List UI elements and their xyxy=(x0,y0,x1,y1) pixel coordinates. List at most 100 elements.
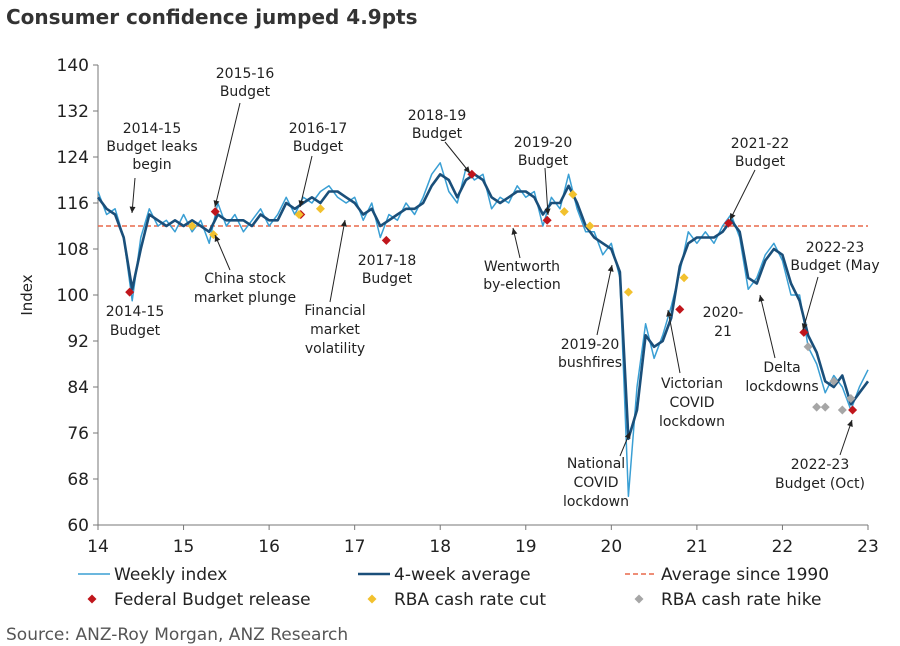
arrow-head xyxy=(801,323,808,330)
arrow-head xyxy=(340,220,347,227)
event-marker xyxy=(559,207,569,217)
event-marker xyxy=(812,402,822,412)
y-tick-label: 60 xyxy=(67,516,89,536)
annotation: Budget xyxy=(518,153,569,169)
x-tick-label: 14 xyxy=(87,537,109,557)
annotation: 2015-16 xyxy=(216,66,275,82)
annotation-arrow xyxy=(544,167,549,216)
event-marker xyxy=(848,405,858,415)
legend-swatch xyxy=(367,594,377,604)
annotation-arrow xyxy=(759,294,776,359)
annotation: COVID xyxy=(573,475,618,491)
annotation: 2019-20 xyxy=(561,337,620,353)
annotation: volatility xyxy=(305,341,365,357)
y-tick-label: 76 xyxy=(67,424,89,444)
annotation: Budget xyxy=(735,154,786,170)
annotation: market plunge xyxy=(194,290,296,306)
annotation: Wentworth xyxy=(484,259,560,275)
arrow-head xyxy=(666,310,673,317)
y-tick-label: 124 xyxy=(57,148,89,168)
y-tick-label: 116 xyxy=(57,194,89,214)
arrow-head xyxy=(463,166,470,173)
annotation-arrow xyxy=(667,309,681,374)
legend-label: 4-week average xyxy=(394,565,531,585)
arrow-head xyxy=(847,420,853,427)
annotation: COVID xyxy=(669,395,714,411)
y-tick-label: 68 xyxy=(67,470,89,490)
annotation: 2014-15 xyxy=(106,304,165,320)
annotation: Budget (May xyxy=(790,258,879,274)
legend-swatch xyxy=(87,594,97,604)
annotation: lockdowns xyxy=(745,379,818,395)
x-tick-label: 16 xyxy=(258,537,280,557)
legend-label: RBA cash rate cut xyxy=(394,590,546,610)
arrow-head xyxy=(607,265,614,272)
y-axis-label: Index xyxy=(18,274,36,315)
event-marker xyxy=(837,405,847,415)
x-tick-label: 18 xyxy=(429,537,451,557)
event-marker xyxy=(315,204,325,214)
annotation: 2022-23 xyxy=(791,457,850,473)
event-marker xyxy=(846,394,856,403)
event-marker xyxy=(210,207,220,217)
series-line xyxy=(96,173,870,441)
annotation: Budget xyxy=(362,271,413,287)
annotation-arrow xyxy=(299,155,313,208)
arrow-head xyxy=(298,200,305,207)
annotation-arrow xyxy=(214,234,231,271)
arrow-head xyxy=(214,235,221,242)
event-marker xyxy=(568,189,578,199)
event-marker xyxy=(542,215,552,225)
legend-swatch xyxy=(634,594,644,604)
arrow-head xyxy=(129,206,136,213)
x-tick-label: 20 xyxy=(601,537,623,557)
annotation: National xyxy=(567,456,625,472)
event-marker xyxy=(125,287,135,297)
x-tick-label: 15 xyxy=(173,537,195,557)
annotation: 2014-15 xyxy=(123,121,182,137)
arrow-head xyxy=(730,213,736,220)
annotation: 2017-18 xyxy=(358,253,417,269)
annotation: begin xyxy=(132,157,171,173)
y-tick-label: 100 xyxy=(57,286,89,306)
y-tick-label: 108 xyxy=(57,240,89,260)
event-marker xyxy=(585,221,595,231)
annotation: lockdown xyxy=(563,494,629,510)
annotation: 2018-19 xyxy=(408,108,467,124)
annotation: Budget leaks xyxy=(106,139,197,155)
annotation: Budget (Oct) xyxy=(775,476,865,492)
arrow-head xyxy=(624,432,631,439)
annotation-arrow xyxy=(802,276,819,331)
source: Source: ANZ-Roy Morgan, ANZ Research xyxy=(6,625,348,645)
event-marker xyxy=(724,218,734,228)
annotation: Budget xyxy=(293,139,344,155)
annotation: Delta xyxy=(763,360,800,376)
legend-label: Weekly index xyxy=(114,565,227,585)
annotation-arrow xyxy=(444,141,471,174)
event-marker xyxy=(675,304,685,314)
annotation: market xyxy=(310,322,360,338)
event-marker xyxy=(799,327,809,337)
annotation: China stock xyxy=(204,271,286,287)
annotation: Budget xyxy=(110,323,161,339)
x-tick-label: 19 xyxy=(515,537,537,557)
annotation: by-election xyxy=(483,277,561,293)
annotation: 2019-20 xyxy=(514,135,573,151)
y-tick-label: 84 xyxy=(67,378,89,398)
legend-label: Federal Budget release xyxy=(114,590,311,610)
event-marker xyxy=(820,402,830,412)
annotation: Budget xyxy=(220,84,271,100)
arrow-head xyxy=(511,228,518,235)
annotation-arrow xyxy=(329,219,346,303)
arrow-head xyxy=(544,208,551,215)
event-marker xyxy=(803,342,813,352)
arrow-head xyxy=(213,200,220,207)
x-tick-label: 22 xyxy=(772,537,794,557)
annotation: 2016-17 xyxy=(289,121,348,137)
annotation: Budget xyxy=(412,126,463,142)
annotation: bushfires xyxy=(558,355,622,371)
annotation: Financial xyxy=(304,303,365,319)
x-tick-label: 23 xyxy=(857,537,879,557)
annotation: Victorian xyxy=(661,376,723,392)
